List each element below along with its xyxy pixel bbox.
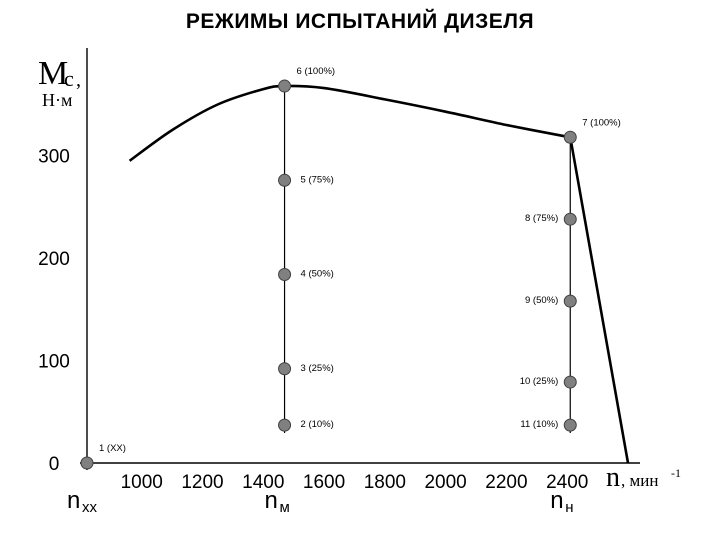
x-axis-exponent: -1 — [671, 466, 681, 480]
speed-label: n — [550, 487, 563, 514]
tick-labels: 0 100 200 300 1000 1200 1400 1600 1800 2000 2200 24… — [38, 147, 588, 493]
x-tick-label: 2400 — [546, 472, 588, 493]
test-point-marker — [563, 212, 577, 226]
y-axis-separator: , — [76, 69, 81, 91]
test-point-label: 11 (10%) — [520, 419, 558, 430]
test-point-marker — [278, 79, 292, 93]
x-tick-label: 1600 — [303, 472, 345, 493]
test-point-label: 6 (100%) — [297, 66, 336, 77]
speed-label-subscript: н — [565, 499, 573, 516]
x-axis-unit: , мин — [621, 471, 658, 490]
test-point-marker — [563, 294, 577, 308]
y-axis-unit: Н·м — [42, 90, 72, 110]
test-point-label: 9 (50%) — [525, 295, 558, 306]
x-axis-symbol: n — [606, 462, 620, 493]
y-axis-subscript: c — [64, 66, 74, 91]
test-point-marker — [80, 456, 94, 470]
y-tick-label: 200 — [38, 249, 70, 270]
axes — [80, 48, 640, 470]
chart-title: РЕЖИМЫ ИСПЫТАНИЙ ДИЗЕЛЯ — [185, 10, 535, 33]
test-point-label: 5 (75%) — [301, 174, 334, 185]
torque-curve-line — [128, 84, 630, 464]
test-point-label: 4 (50%) — [301, 269, 334, 280]
test-point-label: 1 (XX) — [99, 443, 126, 454]
test-point-label: 7 (100%) — [582, 117, 621, 128]
x-tick-label: 2000 — [424, 472, 466, 493]
x-tick-label: 1200 — [181, 472, 223, 493]
x-tick-label: 1400 — [242, 472, 284, 493]
speed-label-subscript: м — [280, 499, 290, 516]
y-tick-label: 100 — [38, 352, 70, 373]
x-tick-label: 1800 — [364, 472, 406, 493]
torque-curve — [128, 84, 630, 464]
test-points: 1 (XX) 2 (10%) 3 (25%) 4 (50%) 5 (75%) 6 (100… — [80, 66, 621, 470]
y-tick-label: 0 — [49, 454, 60, 475]
test-point-marker — [278, 268, 292, 282]
test-point-marker — [278, 173, 292, 187]
test-point-label: 3 (25%) — [301, 363, 334, 374]
x-tick-label: 2200 — [485, 472, 527, 493]
y-axis-symbol: M — [38, 55, 68, 92]
test-point-marker — [278, 362, 292, 376]
test-point-label: 8 (75%) — [525, 213, 558, 224]
test-point-marker — [278, 418, 292, 432]
y-tick-label: 300 — [38, 147, 70, 168]
axis-labels: Mc ,Н·мn, мин -1n xx n м n н — [38, 55, 681, 516]
speed-label: n — [67, 487, 80, 514]
test-point-marker — [563, 418, 577, 432]
test-point-label: 10 (25%) — [520, 376, 559, 387]
test-point-label: 2 (10%) — [301, 419, 334, 430]
test-point-marker — [563, 375, 577, 389]
speed-label: n — [265, 487, 278, 514]
test-point-marker — [563, 130, 577, 144]
x-tick-label: 1000 — [121, 472, 163, 493]
speed-label-subscript: xx — [82, 499, 98, 516]
